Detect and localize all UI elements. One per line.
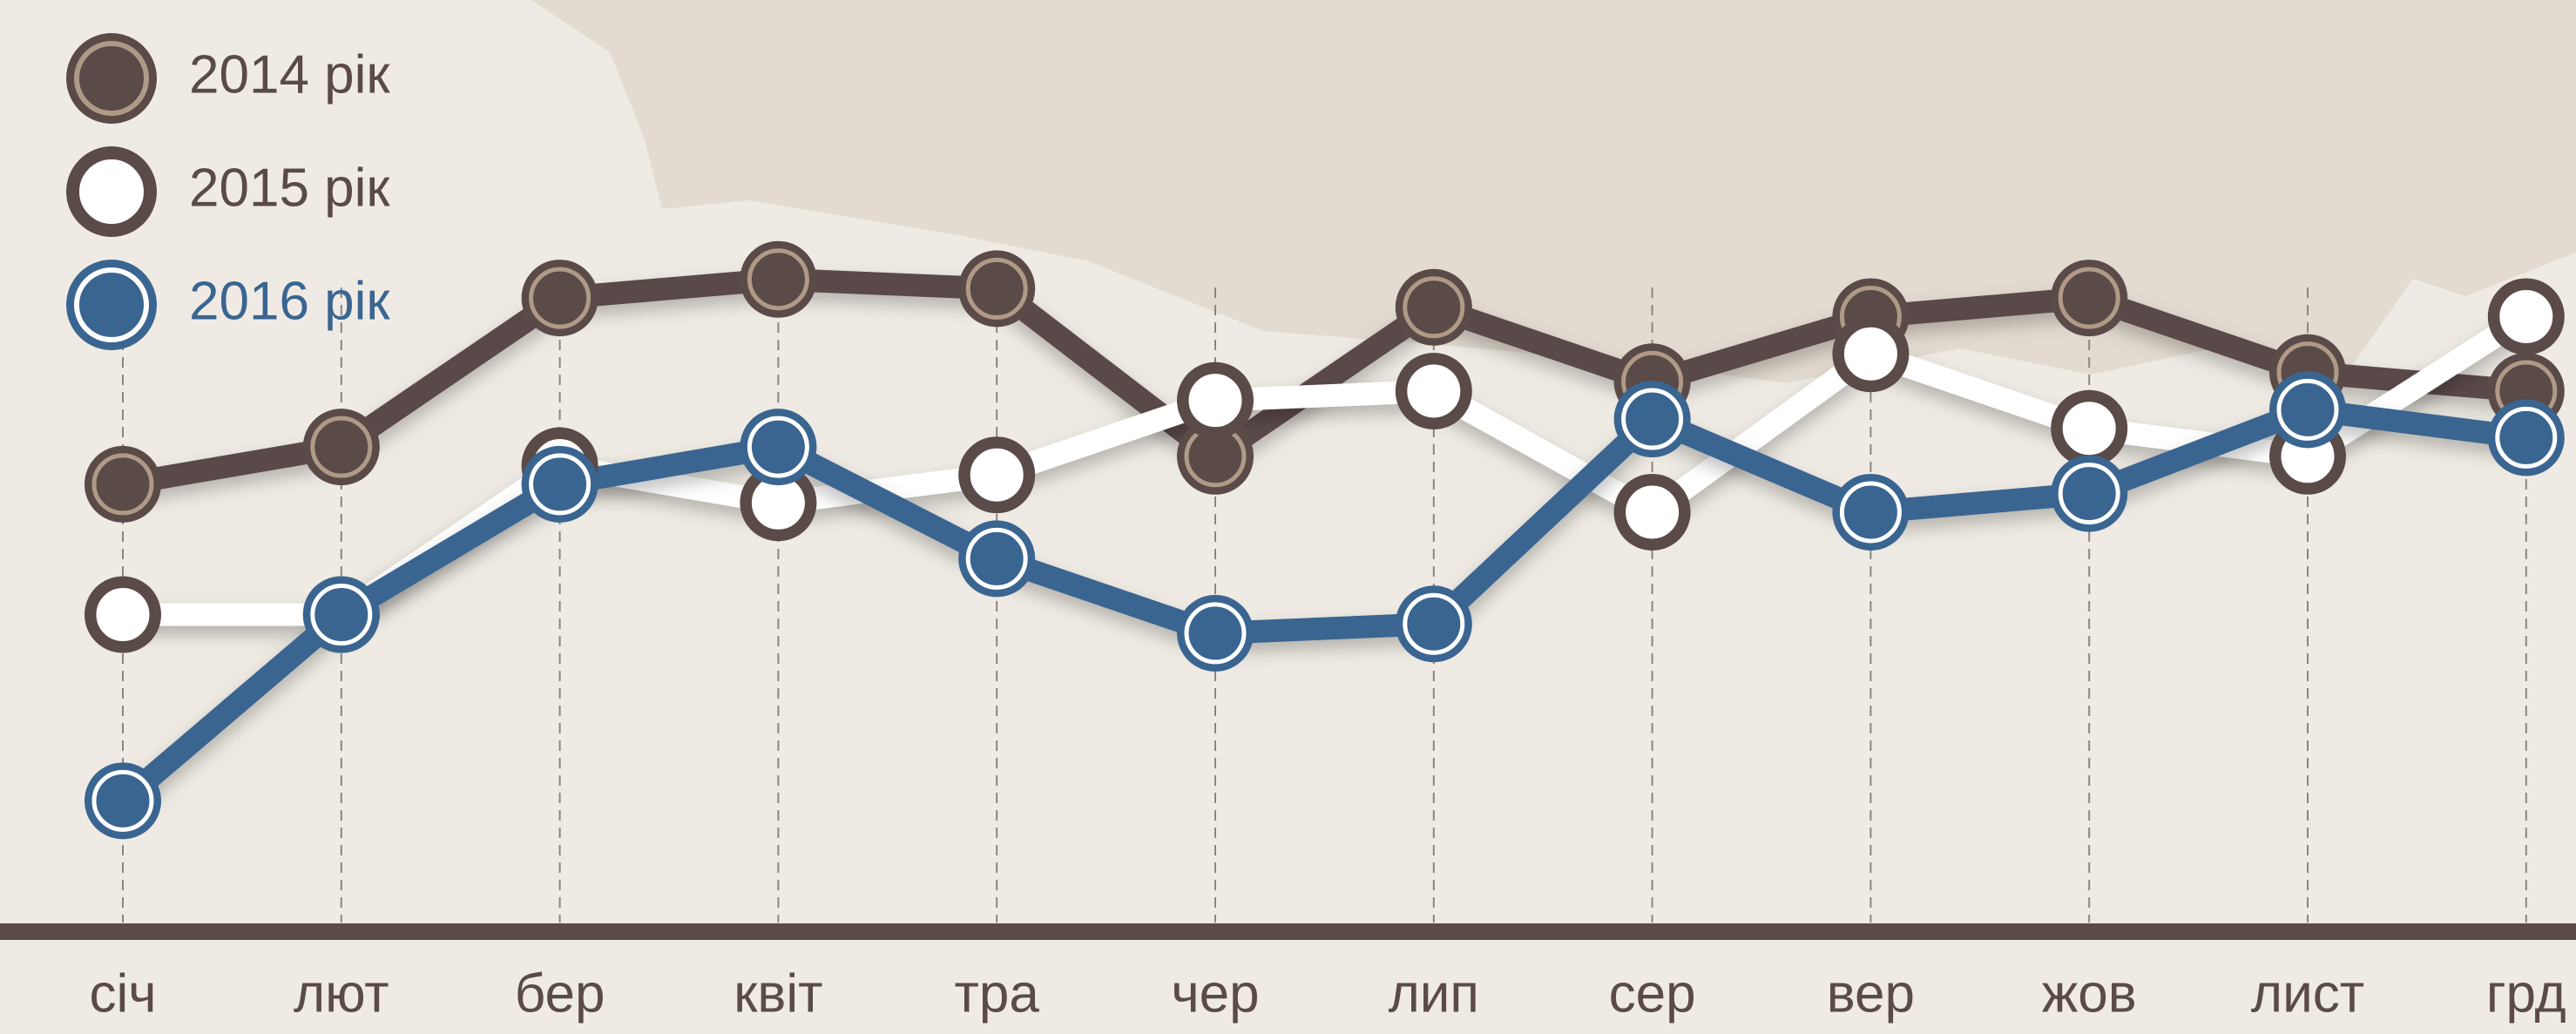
series-point [529, 267, 592, 329]
series-point [2058, 463, 2120, 525]
legend-marker [74, 41, 149, 116]
series-line [120, 267, 2527, 496]
x-tick-label: грд [2486, 963, 2566, 1024]
series-point [2495, 285, 2558, 348]
legend-marker [74, 267, 149, 342]
x-tick-label: вер [1827, 963, 1915, 1024]
series-point [1403, 276, 1465, 339]
series-line [115, 398, 2528, 810]
series-point [310, 416, 373, 478]
series-point [1403, 360, 1465, 422]
baseline [0, 923, 2576, 940]
legend-marker [74, 154, 149, 229]
x-tick-label: тра [955, 963, 1040, 1024]
x-tick-label: лют [294, 963, 389, 1024]
series-point [2276, 378, 2339, 441]
series-point [1621, 481, 1684, 544]
series-point [91, 453, 154, 516]
x-tick-label: бер [515, 963, 605, 1024]
series-point [965, 527, 1028, 590]
x-tick-label: квіт [734, 963, 822, 1024]
x-tick-label: чер [1171, 963, 1259, 1024]
series-point [529, 453, 592, 516]
series-point [1184, 602, 1247, 665]
series-point [310, 584, 373, 646]
x-tick-label: жов [2042, 963, 2137, 1024]
x-tick-label: січ [89, 963, 156, 1024]
series-point [2495, 406, 2558, 469]
series-point [2058, 267, 2120, 329]
series-point [747, 416, 809, 478]
x-tick-label: сер [1609, 963, 1696, 1024]
series-point [1839, 481, 1902, 544]
series-point [1839, 322, 1902, 385]
series-point [1403, 592, 1465, 655]
series-point [91, 584, 154, 646]
series-point [965, 443, 1028, 506]
series-point [1621, 388, 1684, 450]
series-point [1184, 369, 1247, 432]
legend-label: 2016 рік [189, 271, 390, 331]
x-tick-label: лип [1389, 963, 1479, 1024]
series-point [965, 257, 1028, 320]
legend-label: 2014 рік [189, 44, 390, 105]
series-point [747, 248, 809, 311]
x-tick-label: лист [2251, 963, 2364, 1024]
legend-label: 2015 рік [189, 158, 390, 218]
series-point [91, 769, 154, 832]
series-point [2058, 397, 2120, 460]
